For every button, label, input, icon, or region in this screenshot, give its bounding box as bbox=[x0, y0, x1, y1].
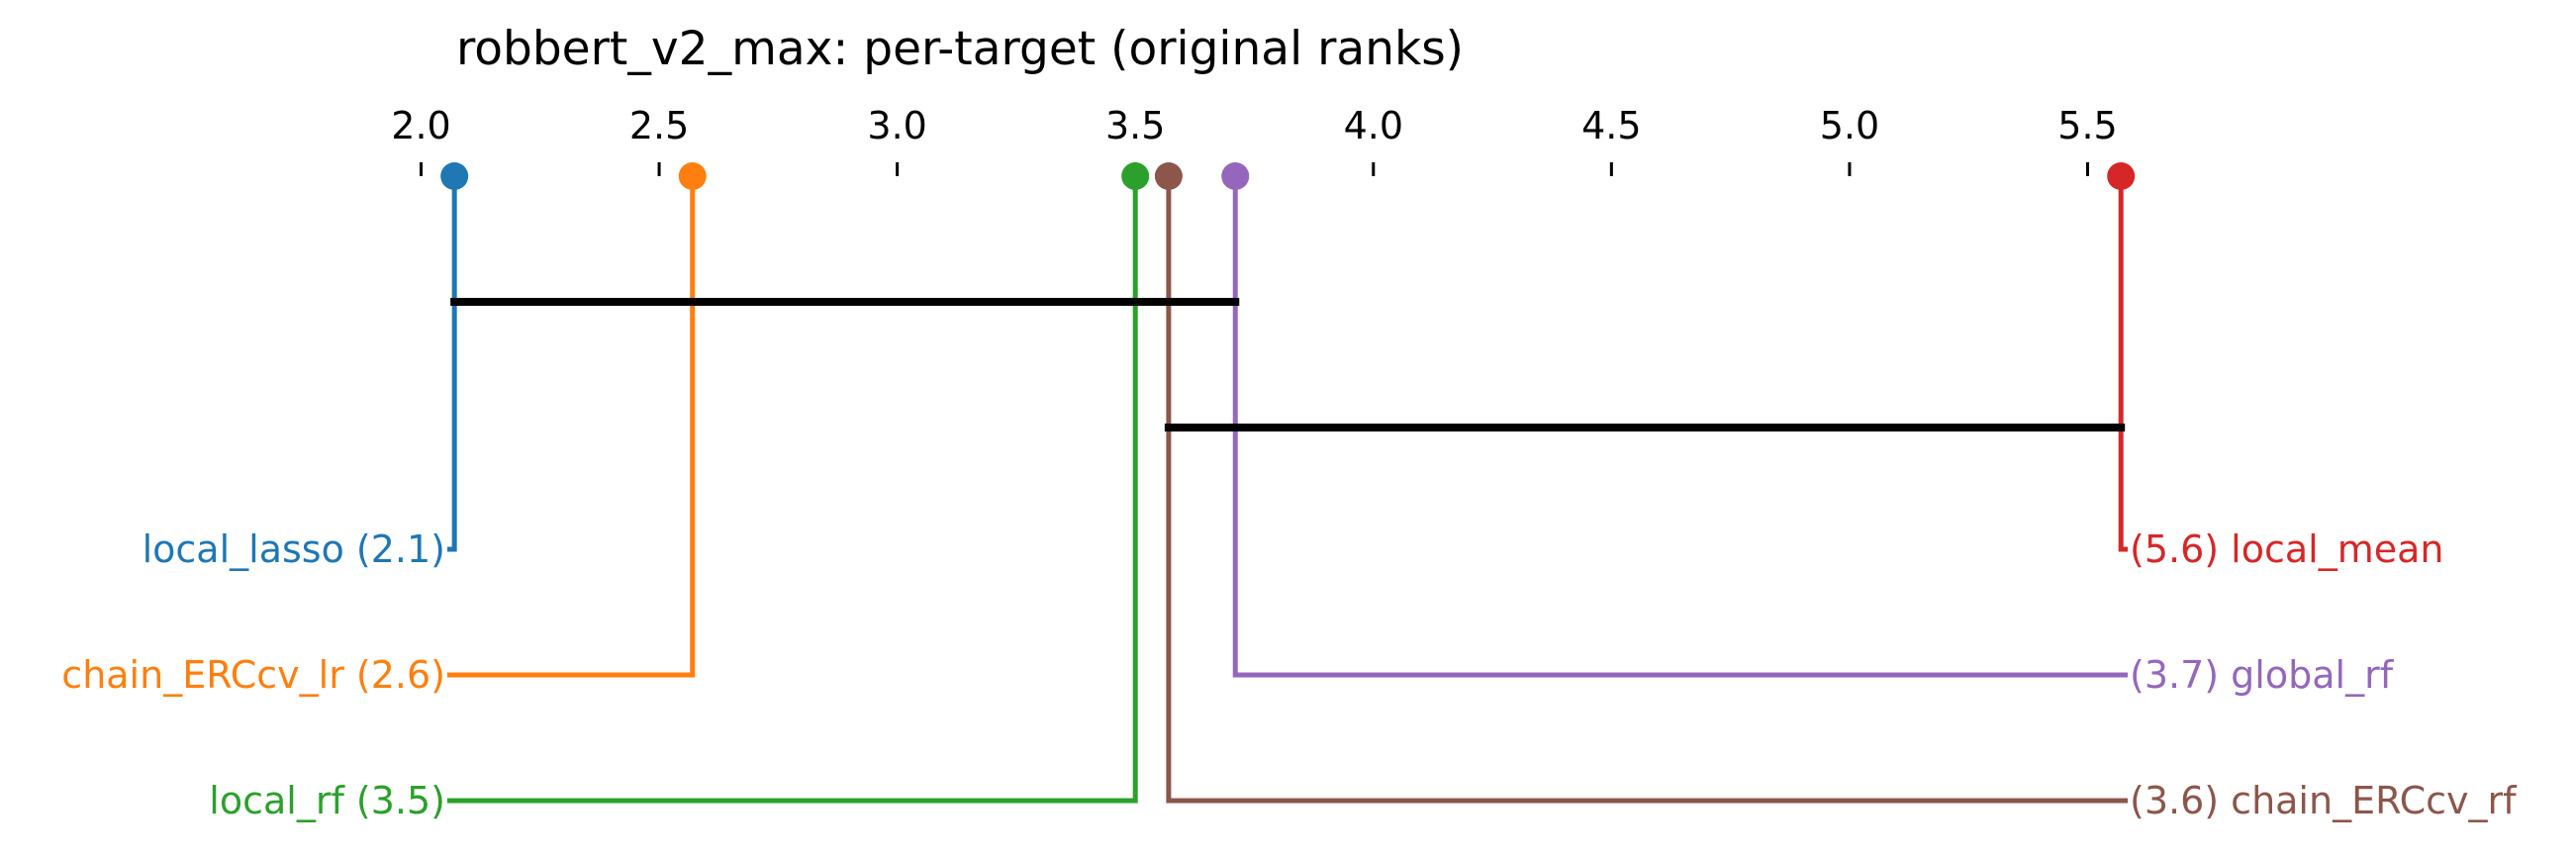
method-labels: local_lasso (2.1) chain_ERCcv_lr (2.6) loc… bbox=[61, 527, 2518, 822]
tick-label: 4.5 bbox=[1581, 104, 1641, 147]
method-rank: 2.1 bbox=[371, 527, 430, 571]
connector-global_rf bbox=[1232, 176, 2128, 678]
connector-local_mean bbox=[2118, 176, 2128, 552]
clique-bars bbox=[450, 298, 2126, 431]
method-label-local_lasso: local_lasso (2.1) bbox=[143, 527, 445, 571]
tick-label: 2.0 bbox=[391, 104, 450, 147]
tick-label: 5.5 bbox=[2057, 104, 2117, 147]
tick-label: 2.5 bbox=[629, 104, 689, 147]
rank-marker-global_rf bbox=[1221, 162, 1250, 190]
rank-marker-chain_ERCcv_lr bbox=[678, 162, 707, 190]
method-rank: 2.6 bbox=[371, 653, 430, 697]
rank-marker-local_mean bbox=[2107, 162, 2136, 190]
rank-marker-local_rf bbox=[1121, 162, 1150, 190]
method-name: local_rf bbox=[209, 779, 345, 822]
method-name: global_rf bbox=[2231, 653, 2395, 697]
rank-axis: 2.0 2.5 3.0 3.5 4.0 4.5 5.0 5.5 bbox=[391, 104, 2118, 176]
method-name: local_mean bbox=[2231, 527, 2443, 571]
method-name: local_lasso bbox=[143, 527, 344, 571]
method-rank: 3.6 bbox=[2145, 779, 2204, 822]
connector-chain_ERCcv_lr bbox=[447, 176, 696, 678]
connector-chain_ERCcv_rf bbox=[1166, 176, 2128, 804]
method-label-local_rf: local_rf (3.5) bbox=[209, 779, 445, 822]
chart-title: robbert_v2_max: per-target (original ran… bbox=[456, 22, 1464, 76]
method-label-global_rf: (3.7) global_rf bbox=[2130, 653, 2395, 697]
tick-label: 3.5 bbox=[1105, 104, 1165, 147]
method-rank: 3.7 bbox=[2145, 653, 2204, 697]
method-rank: 5.6 bbox=[2145, 527, 2204, 571]
tick-label: 5.0 bbox=[1820, 104, 1879, 147]
method-label-chain_ERCcv_rf: (3.6) chain_ERCcv_rf bbox=[2130, 779, 2518, 822]
tick-label: 3.0 bbox=[867, 104, 926, 147]
method-name: chain_ERCcv_rf bbox=[2231, 779, 2518, 822]
method-label-local_mean: (5.6) local_mean bbox=[2130, 527, 2443, 571]
method-rank: 3.5 bbox=[371, 779, 430, 822]
connector-local_lasso bbox=[447, 176, 457, 552]
rank-marker-local_lasso bbox=[440, 162, 469, 190]
method-label-chain_ERCcv_lr: chain_ERCcv_lr (2.6) bbox=[61, 653, 445, 697]
rank-markers bbox=[440, 162, 2136, 190]
rank-marker-chain_ERCcv_rf bbox=[1154, 162, 1183, 190]
connector-local_rf bbox=[447, 176, 1138, 804]
tick-label: 4.0 bbox=[1344, 104, 1403, 147]
method-connectors bbox=[447, 176, 2128, 804]
method-name: chain_ERCcv_lr bbox=[61, 653, 344, 697]
